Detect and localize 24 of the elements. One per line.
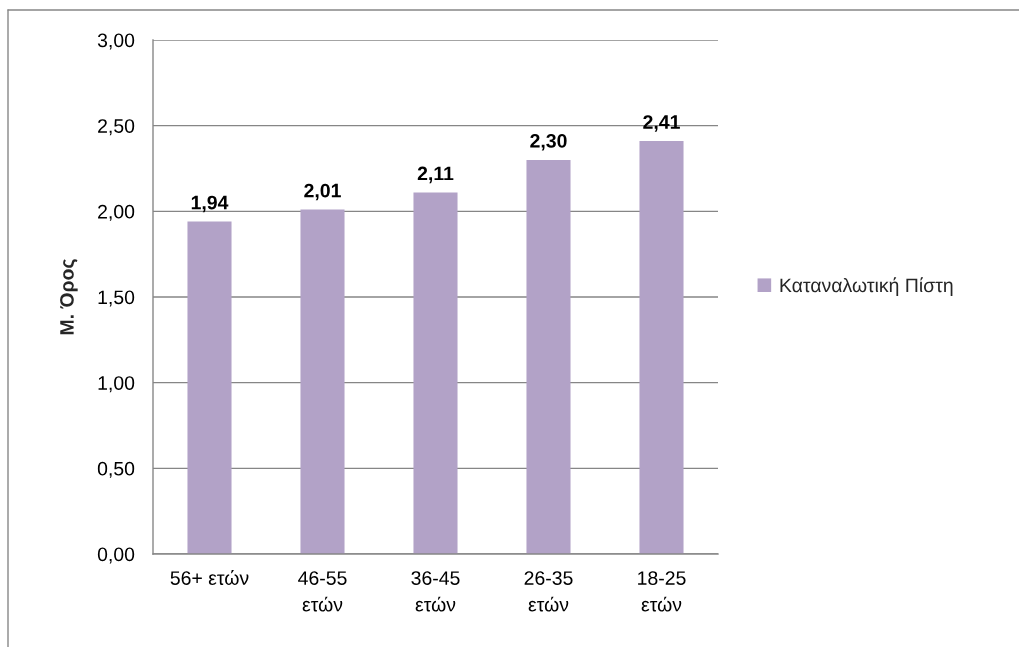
legend-label: Καταναλωτική Πίστη xyxy=(780,277,953,297)
y-tick-label: 0,00 xyxy=(97,547,135,564)
bar xyxy=(526,159,571,554)
data-label: 1,94 xyxy=(191,195,229,213)
y-tick-label: 0,50 xyxy=(97,461,135,478)
y-tick-label: 3,00 xyxy=(97,33,135,50)
data-label: 2,30 xyxy=(530,133,567,151)
x-tick-label: 18-25 ετών xyxy=(638,571,686,612)
y-tick-label: 1,50 xyxy=(98,290,135,307)
bar xyxy=(413,192,458,554)
data-label: 2,11 xyxy=(417,166,454,184)
x-tick-label: 56+ ετών xyxy=(170,570,249,585)
bar xyxy=(187,221,232,554)
x-tick-label: 46-55 ετών xyxy=(298,571,347,612)
bar xyxy=(639,141,684,554)
y-tick-label: 1,00 xyxy=(98,376,135,393)
y-tick-label: 2,00 xyxy=(98,204,135,221)
x-tick-label: 26-35 ετών xyxy=(524,571,573,612)
bar xyxy=(300,209,345,554)
y-tick-label: 2,50 xyxy=(98,119,135,136)
y-axis-title: Μ. Όρος xyxy=(60,259,78,335)
data-label: 2,01 xyxy=(304,183,341,201)
x-tick-label: 36-45 ετών xyxy=(411,571,460,612)
data-label: 2,41 xyxy=(643,115,680,132)
